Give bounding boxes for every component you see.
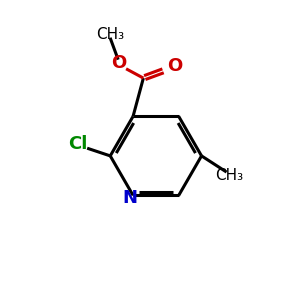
Text: CH₃: CH₃ bbox=[96, 27, 124, 42]
Text: N: N bbox=[122, 189, 137, 207]
Text: O: O bbox=[111, 54, 127, 72]
Text: Cl: Cl bbox=[68, 135, 88, 153]
Text: CH₃: CH₃ bbox=[215, 167, 244, 182]
Text: O: O bbox=[167, 57, 182, 75]
